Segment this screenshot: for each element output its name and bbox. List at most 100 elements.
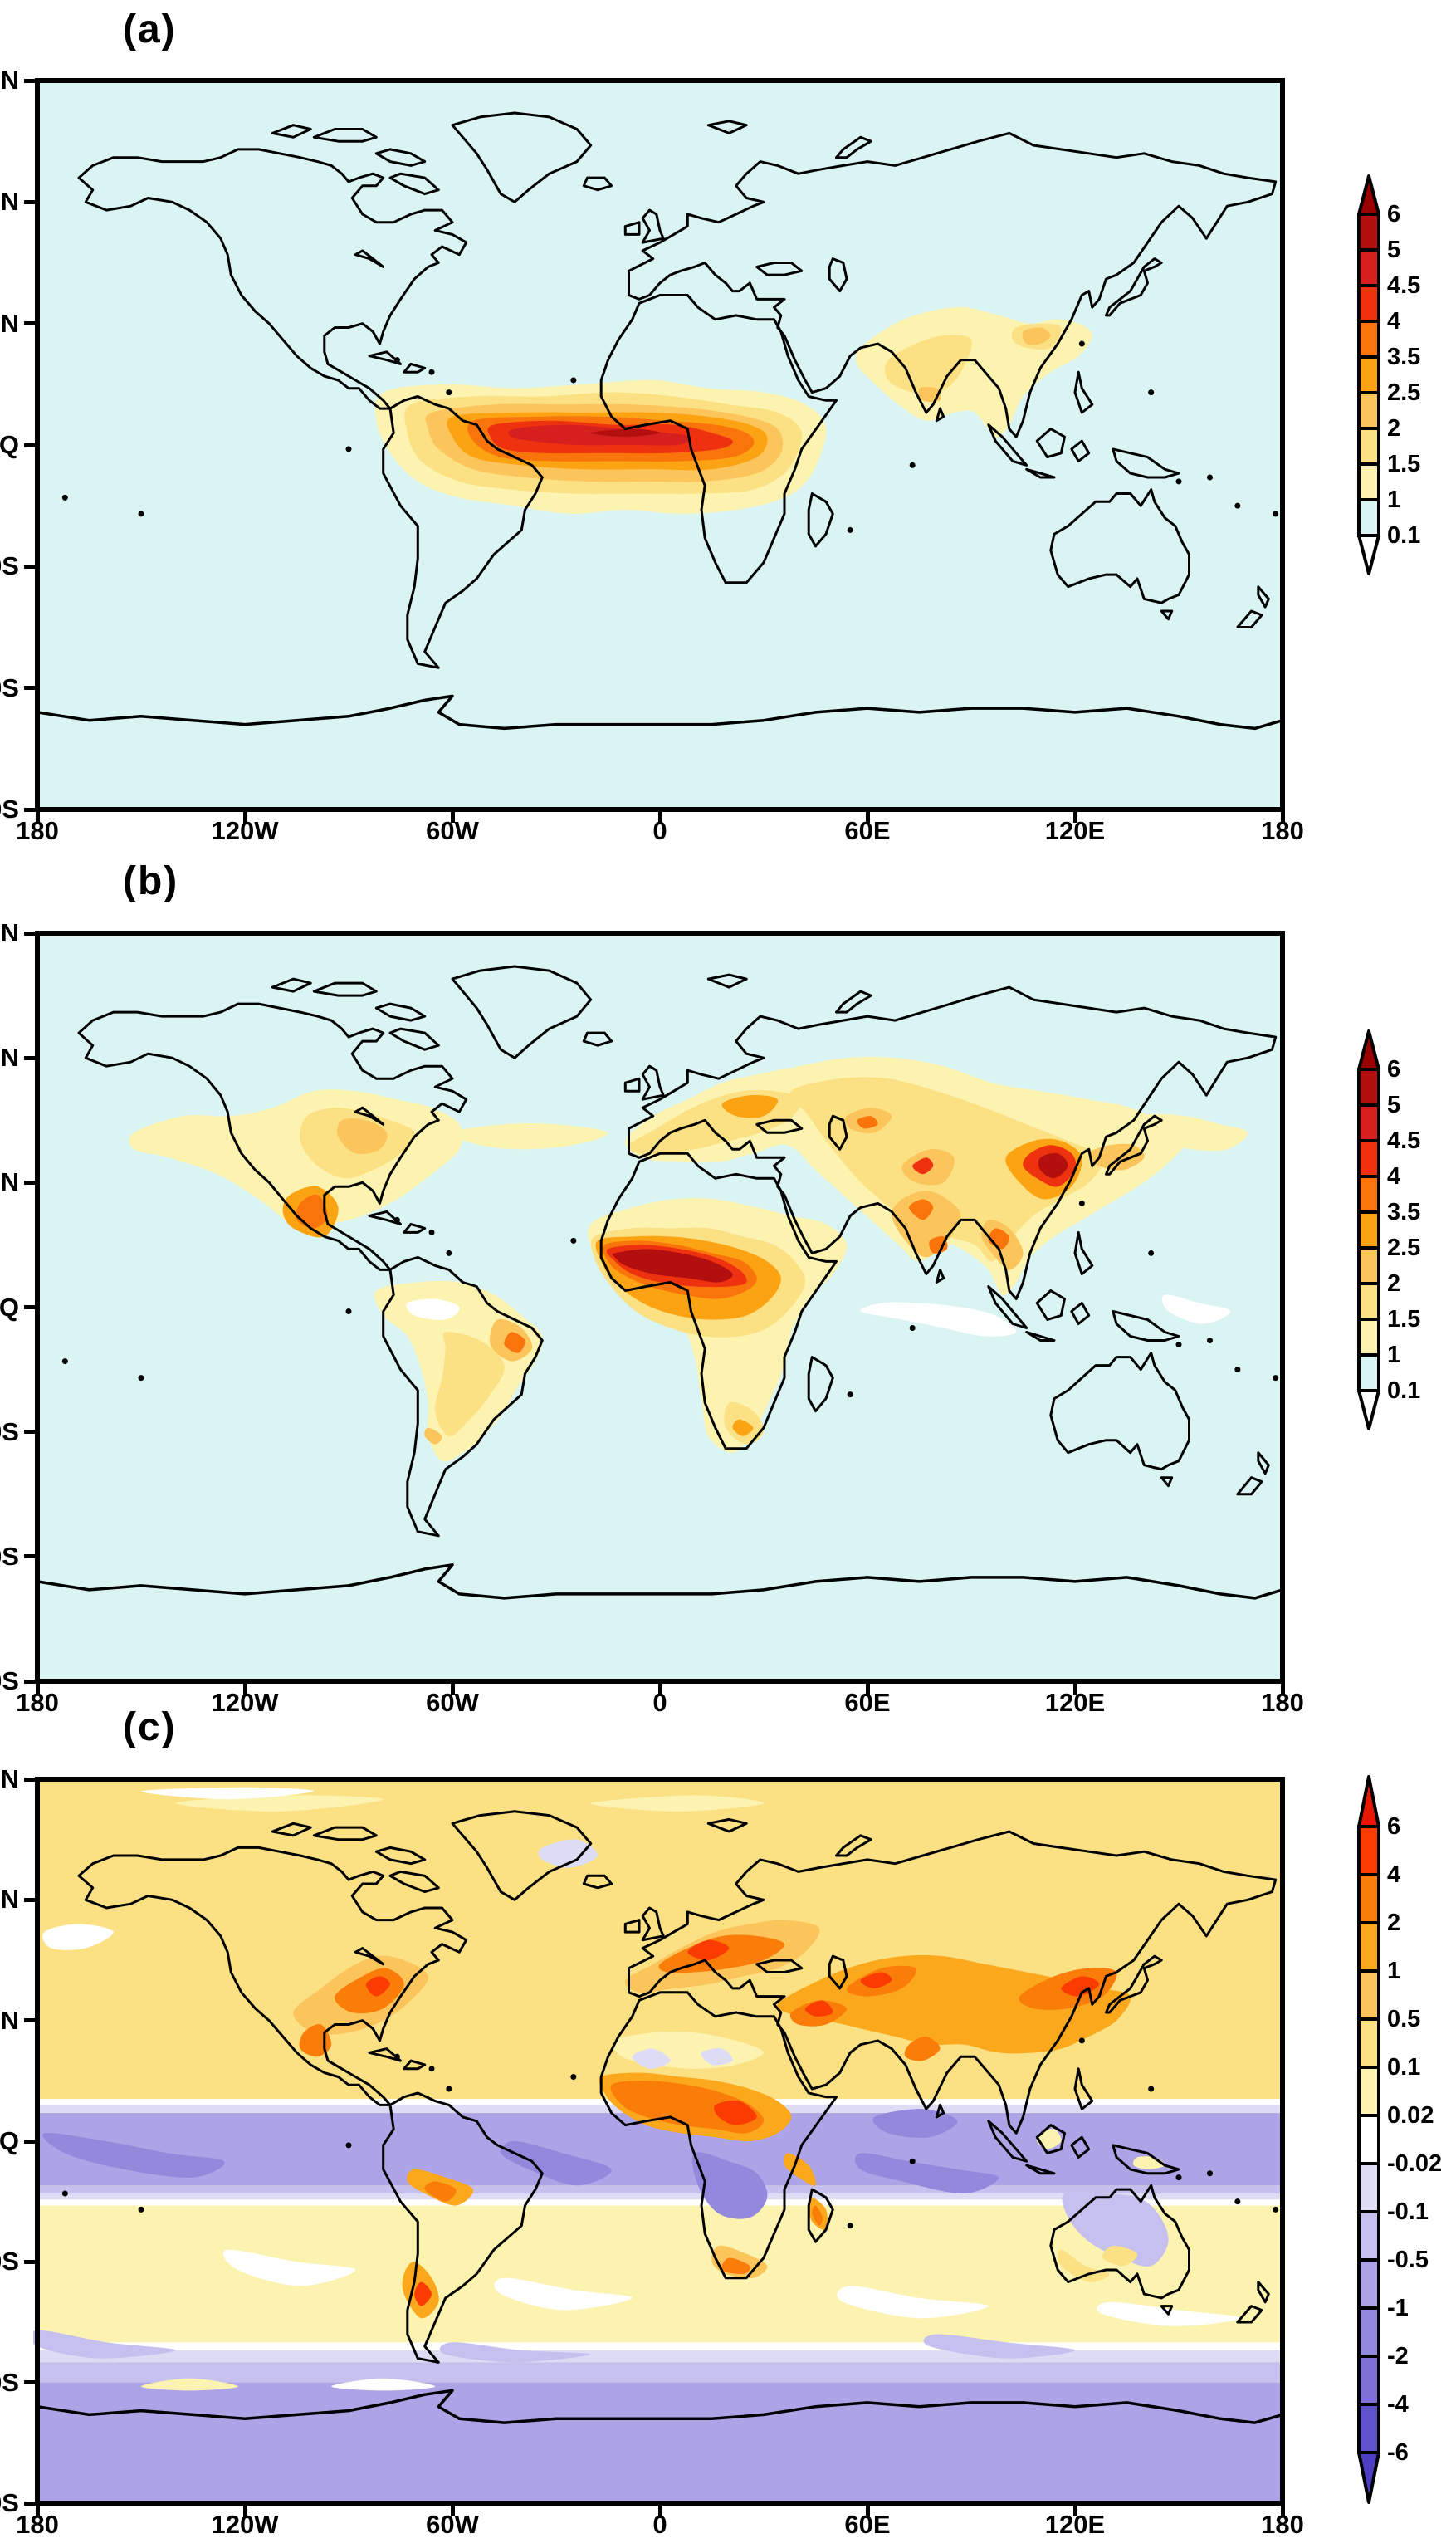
feature-nechina-darkred — [1038, 1152, 1068, 1179]
lat-tick — [24, 931, 37, 936]
lat-tick-label: 30N — [0, 1167, 19, 1197]
colorbar-segment — [1357, 2114, 1380, 2165]
lat-tick-label: 30S — [0, 2247, 19, 2277]
lon-tick-label: 120E — [1044, 816, 1106, 845]
colorbar-tick-label: 2.5 — [1387, 1235, 1421, 1261]
coastlines — [36, 965, 1284, 1600]
colorbar-top-arrow — [1357, 1029, 1380, 1071]
lon-tick-label: 120E — [1044, 2510, 1106, 2539]
colorbar-tick-label: 6 — [1387, 1813, 1401, 1840]
feature-india-orange-spots — [909, 1199, 934, 1220]
lat-tick — [24, 2139, 37, 2144]
colorbar-segment — [1357, 2210, 1380, 2262]
lon-tick-label: 60E — [844, 2510, 891, 2539]
colorbar-segment — [1357, 1210, 1380, 1250]
feature-wpacific-white — [1161, 1294, 1231, 1324]
colorbar-segment — [1357, 213, 1380, 252]
colorbar-segment — [1357, 2355, 1380, 2406]
lon-tick — [1072, 1681, 1077, 1695]
lat-tick-label: 30N — [0, 308, 19, 338]
map-a — [35, 78, 1285, 812]
feature-ssa-red-spot — [414, 2281, 432, 2306]
feature-asia-red-spots — [804, 2000, 833, 2017]
colorbar-tick-label: 0.1 — [1387, 1377, 1421, 1404]
colorbar-tick-label: 2.5 — [1387, 379, 1421, 406]
feature-atlantic-purple-core — [500, 2141, 612, 2186]
colorbar-tick-label: 0.02 — [1387, 2102, 1434, 2129]
colorbar-segment — [1357, 2017, 1380, 2069]
colorbar-top-arrow — [1357, 174, 1380, 216]
colorbar-bottom-arrow — [1357, 1389, 1380, 1430]
colorbar-tick-label: 2 — [1387, 415, 1401, 442]
feature-pacific-purple-core — [42, 2132, 225, 2178]
lat-tick-label: 60S — [0, 672, 19, 702]
lat-tick-label: EQ — [0, 1292, 19, 1322]
lat-tick-label: 90N — [0, 918, 19, 947]
colorbar-segment — [1357, 2306, 1380, 2358]
lon-tick — [657, 2503, 662, 2516]
lon-tick — [1072, 2503, 1077, 2516]
colorbar-segment — [1357, 1139, 1380, 1178]
lat-tick-label: 60S — [0, 2367, 19, 2397]
lon-tick — [1280, 1681, 1285, 1695]
feature-amazon-white — [406, 1298, 460, 1320]
lat-tick — [24, 1554, 37, 1559]
lat-tick-label: 90S — [0, 2488, 19, 2517]
colorbar-tick-label: 1 — [1387, 487, 1401, 513]
lat-tick — [24, 2380, 37, 2385]
colorbar-segment — [1357, 2162, 1380, 2213]
lon-tick — [1280, 809, 1285, 823]
feature-australia-yellow-patches — [1102, 2245, 1138, 2267]
lat-tick — [24, 686, 37, 691]
colorbar-tick-label: -0.1 — [1387, 2198, 1429, 2225]
colorbar-tick-label: 2 — [1387, 1910, 1401, 1936]
colorbar-segment — [1357, 2066, 1380, 2117]
feature-indianocean-white — [860, 1302, 1017, 1337]
lat-tick — [24, 1777, 37, 1782]
colorbar-segment — [1357, 1318, 1380, 1357]
lat-tick-label: 30S — [0, 551, 19, 581]
coastlines — [36, 111, 1284, 731]
colorbar-segment — [1357, 1246, 1380, 1285]
lat-tick-label: EQ — [0, 430, 19, 459]
feature-greenland-lavender-patch — [538, 1839, 599, 1868]
colorbar-segment — [1357, 462, 1380, 501]
colorbar-segment — [1357, 1969, 1380, 2021]
colorbar-segment — [1357, 284, 1380, 323]
colorbar-tick-label: 4 — [1387, 1163, 1401, 1190]
colorbar-tick-label: 6 — [1387, 1056, 1401, 1083]
colorbar-tick-label: 1.5 — [1387, 1306, 1421, 1333]
colorbar-tick-label: -2 — [1387, 2343, 1409, 2369]
feature-sh-lavender-patches — [923, 2334, 1075, 2359]
feature-sahara-lavender-spots — [701, 2048, 733, 2066]
feature-arctic-pale-patches — [590, 1795, 765, 1812]
map-c — [33, 1777, 1285, 2506]
feature-sh-white-fringe — [37, 2342, 1283, 2350]
feature-asia-orange-patches — [904, 2036, 941, 2061]
colorbar-tick-label: 2 — [1387, 1270, 1401, 1297]
feature-madagascar-orange — [812, 2205, 823, 2226]
feature-mexico-orange — [296, 1194, 329, 1229]
colorbar-segment — [1357, 355, 1380, 394]
lat-tick — [24, 199, 37, 204]
feature-eafrica-madagascar-amber — [784, 2153, 816, 2186]
colorbar-segment — [1357, 1825, 1380, 1876]
lat-tick-label: EQ — [0, 2126, 19, 2155]
lat-tick-label: 60N — [0, 1885, 19, 1915]
feature-sh-lavender-patches — [33, 2330, 176, 2359]
feature-antarctic-yellow-spots — [141, 2378, 238, 2391]
colorbar-segment — [1357, 248, 1380, 287]
colorbar-segment — [1357, 1873, 1380, 1924]
lat-tick-label: 60S — [0, 1541, 19, 1571]
lon-tick — [450, 809, 455, 823]
feature-tropics-white-fringe-s — [37, 2199, 1283, 2206]
lon-tick-label: 180 — [1261, 1688, 1304, 1717]
lon-tick-label: 60E — [844, 816, 891, 845]
lat-tick — [24, 1430, 37, 1435]
lon-tick-label: 180 — [1261, 2510, 1304, 2539]
feature-nebrazil-orange — [504, 1332, 525, 1353]
feature-sahara-lavender-spots — [632, 2048, 671, 2069]
colorbar-top-arrow — [1357, 1775, 1380, 1828]
feature-australia-lavender — [1062, 2191, 1169, 2267]
lat-tick — [24, 1305, 37, 1309]
